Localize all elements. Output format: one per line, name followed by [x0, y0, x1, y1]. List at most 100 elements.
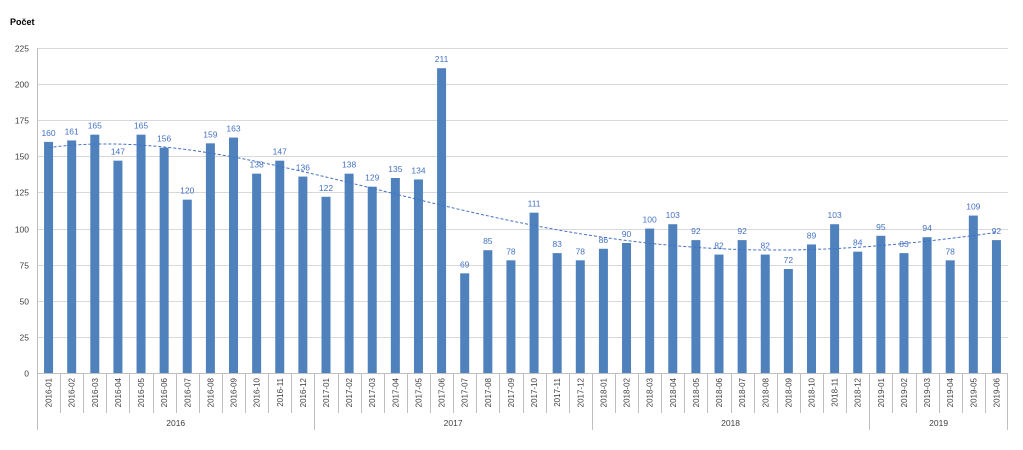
data-label: 103 — [666, 210, 680, 220]
x-tick-label: 2017-12 — [576, 377, 585, 407]
bar — [390, 178, 400, 373]
bar — [44, 141, 54, 373]
bar — [876, 235, 886, 373]
x-tick-label: 2018-02 — [623, 377, 632, 407]
bar — [321, 196, 331, 373]
y-tick-label: 0 — [24, 369, 29, 379]
bar — [622, 243, 632, 373]
bars — [44, 68, 1001, 373]
bar — [275, 160, 285, 373]
x-tick-label: 2018-11 — [831, 377, 840, 406]
data-label: 161 — [65, 126, 79, 136]
bar — [598, 248, 608, 373]
data-label: 134 — [411, 165, 425, 175]
data-label: 82 — [714, 241, 724, 251]
x-tick-label: 2016-01 — [45, 377, 54, 407]
data-label: 89 — [807, 230, 817, 240]
data-label: 109 — [966, 202, 980, 212]
bar — [691, 240, 701, 373]
bar — [922, 237, 932, 373]
x-tick-label: 2017-07 — [461, 377, 470, 407]
x-tick-label: 2016-05 — [137, 377, 146, 407]
x-tick-label: 2017-11 — [553, 377, 562, 406]
data-label: 84 — [853, 238, 863, 248]
x-tick-label: 2018-01 — [599, 377, 608, 407]
x-tick-label: 2018-10 — [807, 377, 816, 407]
x-tick-label: 2019-02 — [900, 377, 909, 407]
x-tick-label: 2018-05 — [692, 377, 701, 407]
x-tick-label: 2017-06 — [438, 377, 447, 407]
data-label: 72 — [784, 255, 794, 265]
x-tick-label: 2016-03 — [91, 377, 100, 407]
bar — [760, 254, 770, 373]
data-label: 147 — [111, 147, 125, 157]
x-tick-label: 2016-04 — [114, 377, 123, 407]
y-tick-label: 125 — [15, 188, 29, 198]
x-tick-label: 2018-06 — [715, 377, 724, 407]
bar — [945, 260, 955, 373]
data-label: 86 — [599, 235, 609, 245]
y-tick-label: 150 — [15, 152, 29, 162]
bar — [182, 199, 192, 373]
bar — [90, 134, 100, 373]
x-tick-label: 2017-09 — [507, 377, 516, 407]
bar — [298, 176, 308, 373]
trendline — [48, 143, 997, 251]
data-label: 136 — [296, 163, 310, 173]
bar — [483, 250, 493, 373]
y-tick-label: 225 — [15, 44, 29, 54]
bar — [830, 224, 840, 373]
x-tick-label: 2017-03 — [368, 377, 377, 407]
data-label: 100 — [643, 215, 657, 225]
bar — [159, 147, 169, 373]
data-label: 163 — [226, 124, 240, 134]
bar — [413, 179, 423, 373]
y-tick-label: 50 — [20, 297, 30, 307]
bar — [344, 173, 354, 373]
bar — [668, 224, 678, 373]
x-tick-label: 2017-08 — [484, 377, 493, 407]
year-label: 2018 — [721, 418, 740, 428]
bar — [529, 212, 539, 373]
data-label: 95 — [876, 222, 886, 232]
bar — [113, 160, 123, 373]
x-tick-label: 2016-06 — [160, 377, 169, 407]
data-label: 160 — [41, 128, 55, 138]
x-tick-label: 2018-03 — [646, 377, 655, 407]
x-tick-label: 2019-04 — [946, 377, 955, 407]
data-label: 165 — [88, 121, 102, 131]
y-axis: 0 25 50 75 100 125 150 175 200 225 — [15, 44, 38, 379]
x-tick-label: 2018-12 — [854, 377, 863, 407]
bar — [991, 240, 1001, 373]
bar — [367, 186, 377, 373]
data-label: 94 — [922, 223, 932, 233]
bar — [229, 137, 239, 373]
data-label: 83 — [552, 239, 562, 249]
bar — [252, 173, 262, 373]
bar — [67, 140, 77, 373]
x-tick-label: 2017-01 — [322, 377, 331, 407]
bar — [205, 143, 215, 373]
bar — [136, 134, 146, 373]
data-labels: 160 161 165 147 165 156 120 159 163 138 147 136 122 1… — [41, 54, 1001, 269]
data-label: 211 — [435, 54, 449, 64]
gridlines — [37, 48, 1008, 338]
data-label: 103 — [828, 210, 842, 220]
x-tick-label: 2018-08 — [761, 377, 770, 407]
year-label: 2019 — [929, 418, 948, 428]
data-label: 83 — [899, 239, 909, 249]
bar — [853, 251, 863, 373]
bar — [968, 215, 978, 373]
x-tick-label: 2017-02 — [345, 377, 354, 407]
data-label: 92 — [691, 226, 701, 236]
data-label: 85 — [483, 236, 493, 246]
y-tick-label: 75 — [20, 261, 30, 271]
x-tick-label: 2018-09 — [784, 377, 793, 407]
data-label: 122 — [319, 183, 333, 193]
x-tick-label: 2016-02 — [68, 377, 77, 407]
data-label: 78 — [576, 246, 586, 256]
y-tick-label: 175 — [15, 116, 29, 126]
x-tick-label: 2018-04 — [669, 377, 678, 407]
data-label: 92 — [992, 226, 1002, 236]
data-label: 78 — [506, 246, 516, 256]
